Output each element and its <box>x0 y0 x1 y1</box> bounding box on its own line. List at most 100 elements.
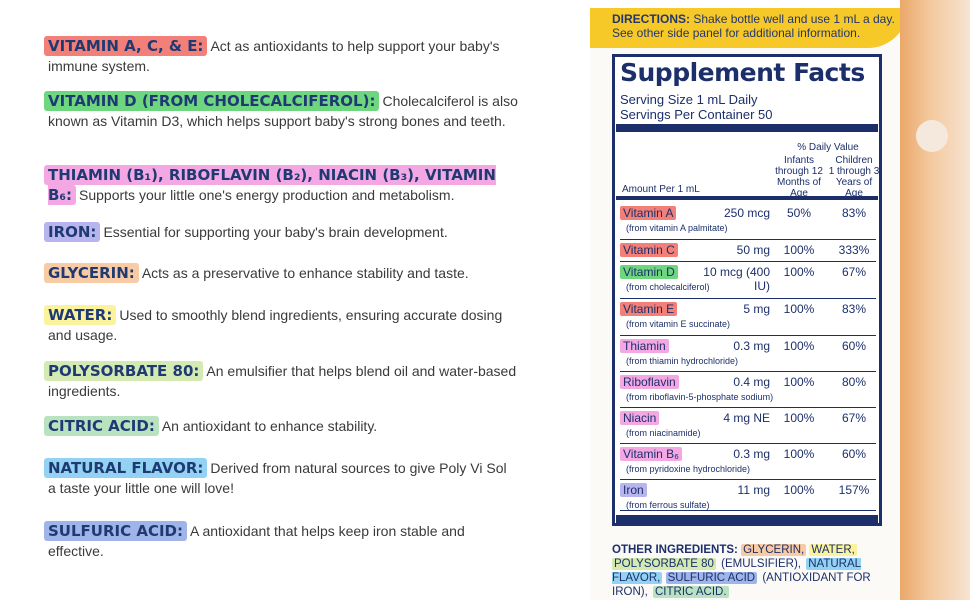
serving-size: Serving Size 1 mL Daily <box>620 92 758 107</box>
child-daily-value: 67% <box>841 411 867 425</box>
legend-tag: IRON: <box>44 222 101 242</box>
column-header-line: Months of Age <box>777 177 821 199</box>
nutrient-name: Vitamin E <box>620 302 678 316</box>
directions-text: Shake bottle well and use 1 mL a day. Se… <box>612 12 895 40</box>
nutrient-source: (from niacinamide) <box>626 428 701 438</box>
infant-daily-value: 100% <box>783 243 815 257</box>
divider-bottom <box>616 515 878 523</box>
nutrient-source: (from vitamin E succinate) <box>626 319 731 329</box>
legend-description: An emulsifier that helps blend oil and w… <box>48 363 517 399</box>
column-header-line: Infants <box>783 155 815 166</box>
legend-item: POLYSORBATE 80: An emulsifier that helps … <box>44 361 518 401</box>
legend-tag: CITRIC ACID: <box>44 416 159 436</box>
servings-per-container: Servings Per Container 50 <box>620 107 773 122</box>
nutrient-amount: 10 mcg (400 IU) <box>703 265 770 293</box>
nutrient-amount: 50 mg <box>736 243 770 257</box>
ingredient-item: GLYCERIN, <box>741 544 807 556</box>
row-divider <box>620 407 876 408</box>
nutrient-name: Riboflavin <box>620 375 679 389</box>
legend-description: A antioxidant that helps keep iron stabl… <box>48 523 465 559</box>
child-daily-value: 60% <box>841 339 867 353</box>
infant-daily-value: 100% <box>783 265 815 279</box>
ingredient-item: (EMULSIFIER), <box>721 558 801 570</box>
nutrient-amount: 0.4 mg <box>733 375 770 389</box>
nutrient-source: (from vitamin A palmitate) <box>626 223 728 233</box>
amount-per-header: Amount Per 1 mL <box>622 184 700 195</box>
infant-daily-value: 100% <box>783 447 815 461</box>
legend-item: GLYCERIN: Acts as a preservative to enhan… <box>44 263 518 283</box>
legend-tag: NATURAL FLAVOR: <box>44 458 208 478</box>
other-ingredients-label: OTHER INGREDIENTS: <box>612 544 742 556</box>
row-divider <box>620 261 876 262</box>
row-divider <box>620 443 876 444</box>
legend-description: An antioxidant to enhance stability. <box>161 418 378 434</box>
legend-description: Used to smoothly blend ingredients, ensu… <box>48 307 503 343</box>
legend-tag: POLYSORBATE 80: <box>44 361 204 381</box>
infant-daily-value: 100% <box>783 302 815 316</box>
nutrient-amount: 250 mcg <box>723 206 770 220</box>
legend-item: VITAMIN D (FROM CHOLECALCIFEROL): Choleca… <box>44 91 518 131</box>
row-divider <box>620 510 876 511</box>
row-divider <box>620 298 876 299</box>
ingredient-legend: VITAMIN A, C, & E: Act as antioxidants to… <box>44 36 518 561</box>
nutrient-name: Vitamin A <box>620 206 677 220</box>
legend-item: SULFURIC ACID: A antioxidant that helps k… <box>44 521 518 561</box>
row-divider <box>620 239 876 240</box>
nutrient-amount: 11 mg <box>737 483 770 497</box>
row-divider <box>620 479 876 480</box>
row-divider <box>620 371 876 372</box>
nutrient-amount: 5 mg <box>743 302 770 316</box>
child-daily-value: 80% <box>841 375 867 389</box>
legend-description: Act as antioxidants to help support your… <box>48 38 500 74</box>
legend-item: WATER: Used to smoothly blend ingredients… <box>44 305 518 345</box>
nutrient-name: Iron <box>620 483 647 497</box>
divider-medium <box>616 196 878 200</box>
nutrient-name: Vitamin D <box>620 265 678 279</box>
box-side-panel <box>900 0 970 600</box>
infants-column-header: Infants through 12 Months of Age <box>770 155 828 199</box>
yellow-swoosh <box>590 8 908 48</box>
legend-description: Cholecalciferol is also known as Vitamin… <box>48 93 518 129</box>
infant-daily-value: 100% <box>783 483 815 497</box>
legend-item: CITRIC ACID: An antioxidant to enhance st… <box>44 416 518 436</box>
infant-daily-value: 100% <box>783 411 815 425</box>
child-daily-value: 333% <box>838 243 870 257</box>
row-divider <box>620 335 876 336</box>
legend-description: Derived from natural sources to give Pol… <box>48 460 507 496</box>
nutrient-amount: 0.3 mg <box>733 339 770 353</box>
ingredient-item: POLYSORBATE 80 <box>612 558 716 570</box>
nutrient-amount: 0.3 mg <box>733 447 770 461</box>
directions: DIRECTIONS: Shake bottle well and use 1 … <box>612 12 902 40</box>
child-daily-value: 83% <box>841 302 867 316</box>
child-daily-value: 157% <box>838 483 870 497</box>
column-header-line: Years of Age <box>835 177 873 199</box>
side-logo-dot <box>916 120 948 152</box>
legend-description: Essential for supporting your baby's bra… <box>103 224 448 240</box>
legend-description: Acts as a preservative to enhance stabil… <box>141 265 469 281</box>
nutrient-source: (from cholecalciferol) <box>626 282 710 292</box>
column-header-line: through 12 <box>775 166 823 177</box>
other-ingredients: OTHER INGREDIENTS: GLYCERIN, WATER, POLY… <box>612 543 902 599</box>
infant-daily-value: 100% <box>783 339 815 353</box>
divider-thick <box>616 124 878 132</box>
legend-tag: WATER: <box>44 305 117 325</box>
nutrient-name: Vitamin B₆ <box>620 447 682 461</box>
column-header-line: Children <box>835 155 873 166</box>
legend-tag: VITAMIN A, C, & E: <box>44 36 208 56</box>
infant-daily-value: 100% <box>783 375 815 389</box>
nutrient-source: (from riboflavin-5-phosphate sodium) <box>626 392 774 402</box>
nutrient-source: (from ferrous sulfate) <box>626 500 710 510</box>
legend-item: IRON: Essential for supporting your baby'… <box>44 222 518 242</box>
directions-label: DIRECTIONS: <box>612 12 690 26</box>
legend-item: VITAMIN A, C, & E: Act as antioxidants to… <box>44 36 518 76</box>
nutrient-name: Vitamin C <box>620 243 678 257</box>
child-daily-value: 60% <box>841 447 867 461</box>
legend-description: Supports your little one's energy produc… <box>79 187 455 203</box>
nutrient-source: (from pyridoxine hydrochloride) <box>626 464 751 474</box>
infant-daily-value: 50% <box>786 206 812 220</box>
ingredient-item: WATER, <box>809 544 857 556</box>
legend-item: NATURAL FLAVOR: Derived from natural sour… <box>44 458 518 498</box>
children-column-header: Children 1 through 3 Years of Age <box>826 155 882 199</box>
child-daily-value: 83% <box>841 206 867 220</box>
legend-tag: SULFURIC ACID: <box>44 521 187 541</box>
